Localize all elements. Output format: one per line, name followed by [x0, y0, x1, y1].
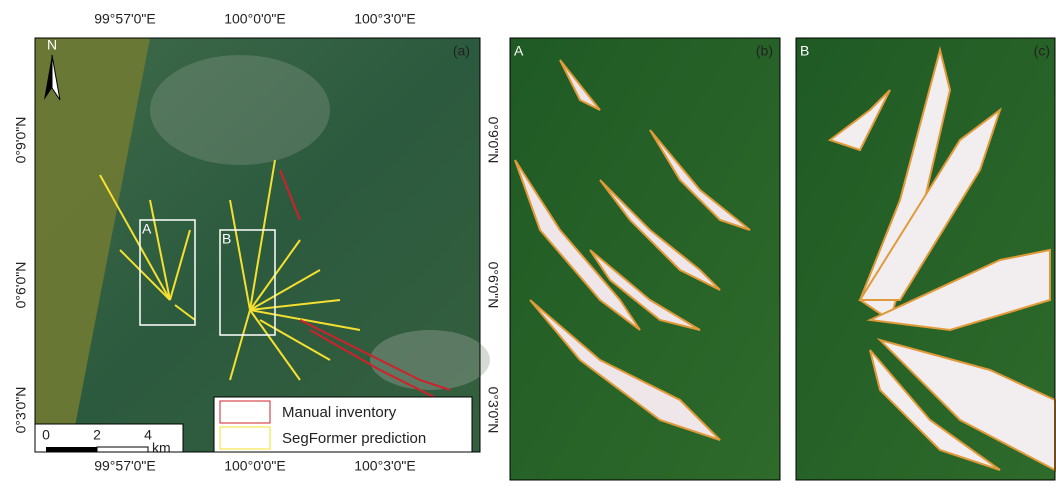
scale-tick-label: 2: [93, 427, 101, 443]
scale-unit: km: [152, 440, 171, 456]
lon-label: 100°3'0"E: [354, 11, 416, 27]
lon-label: 100°0'0"E: [224, 458, 286, 474]
lon-label: 100°3'0"E: [354, 458, 416, 474]
panel-label: (b): [756, 43, 773, 59]
lat-label: 0°9'0"N: [485, 117, 501, 164]
box-label: A: [142, 221, 152, 237]
inset-panel-b: A (b): [510, 38, 780, 480]
scale-tick-label: 4: [144, 427, 152, 443]
map-panel-a: A B N (a) 0 2 4 km Manual inventory SegF…: [35, 37, 490, 456]
imagery: [510, 38, 780, 480]
lat-label: 0°3'0"N: [13, 387, 29, 434]
lon-label: 100°0'0"E: [224, 11, 286, 27]
legend-label: Manual inventory: [282, 404, 397, 421]
lat-label: 0°3'0"N: [485, 387, 501, 434]
scale-tick-label: 0: [42, 427, 50, 443]
lon-label: 99°57'0"E: [94, 11, 156, 27]
legend-swatch: [220, 401, 270, 423]
panel-label: (c): [1034, 43, 1050, 59]
inset-panel-c: B (c): [796, 38, 1055, 480]
legend-label: SegFormer prediction: [282, 430, 426, 447]
box-label: B: [222, 231, 231, 247]
lon-label: 99°57'0"E: [94, 458, 156, 474]
lat-label: 0°6'0"N: [13, 262, 29, 309]
legend-swatch: [220, 427, 270, 449]
inset-label: B: [800, 43, 809, 59]
scale-bar: [46, 447, 97, 452]
inset-label: A: [514, 43, 524, 59]
town-area: [370, 330, 490, 390]
north-label: N: [47, 37, 57, 53]
lat-label: 0°9'0"N: [13, 117, 29, 164]
scale-bar: [97, 447, 148, 452]
figure: A B N (a) 0 2 4 km Manual inventory SegF…: [0, 0, 1056, 502]
town-area: [150, 55, 330, 165]
lat-label: 0°6'0"N: [485, 262, 501, 309]
panel-label: (a): [453, 43, 470, 59]
